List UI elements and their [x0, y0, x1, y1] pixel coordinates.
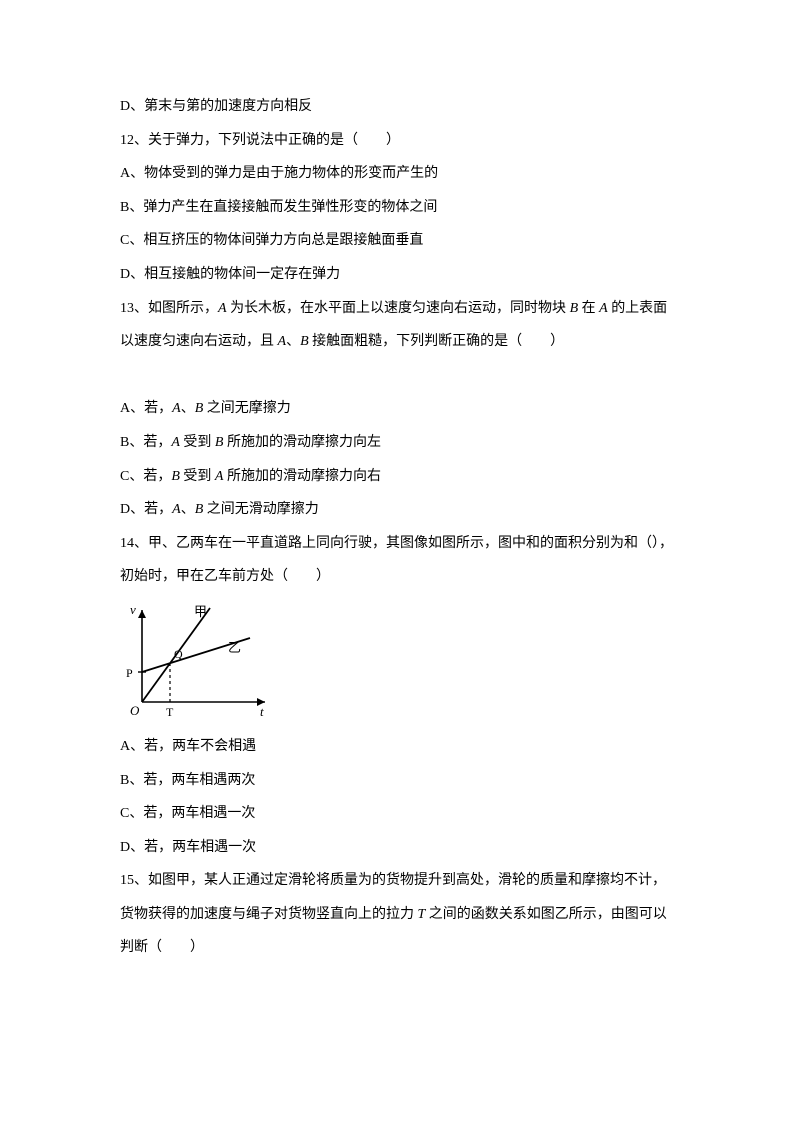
q11-option-d: D、第末与第的加速度方向相反 [120, 90, 680, 124]
q13-stem-pre: 13、如图所示， [120, 301, 218, 316]
q14-stem-line2: 初始时，甲在乙车前方处（ ） [120, 560, 680, 594]
q-label: Q [174, 647, 183, 661]
yi-label: 乙 [228, 640, 241, 655]
origin-label: O [130, 703, 140, 718]
label-b: B [195, 502, 204, 517]
exam-page: D、第末与第的加速度方向相反 12、关于弹力，下列说法中正确的是（ ） A、物体… [0, 0, 800, 1025]
q13-stem-mid3: 的上表面 [608, 301, 668, 316]
q13-c-post: 所施加的滑动摩擦力向右 [223, 469, 381, 484]
q13-stem-mid1: 为长木板，在水平面上以速度匀速向右运动，同时物块 [227, 301, 570, 316]
t-axis-label: t [260, 704, 264, 719]
q13-stem2-post: 接触面粗糙，下列判断正确的是（ ） [309, 334, 565, 349]
q13-option-a: A、若，A、B 之间无摩擦力 [120, 392, 680, 426]
q13-b-pre: B、若， [120, 435, 171, 450]
q13-stem-line2: 以速度匀速向右运动，且 A、B 接触面粗糙，下列判断正确的是（ ） [120, 325, 680, 359]
q13-a-mid: 、 [181, 401, 195, 416]
q14-stem-line1: 14、甲、乙两车在一平直道路上同向行驶，其图像如图所示，图中和的面积分别为和（）… [120, 527, 680, 561]
q13-stem-mid2: 在 [578, 301, 599, 316]
q15-stem-line3: 判断（ ） [120, 931, 680, 965]
q13-d-mid: 、 [181, 502, 195, 517]
q13-d-post: 之间无滑动摩擦力 [203, 502, 319, 517]
label-a: A [172, 401, 181, 416]
q14-option-b: B、若，两车相遇两次 [120, 764, 680, 798]
q12-option-b: B、弹力产生在直接接触而发生弹性形变的物体之间 [120, 191, 680, 225]
q13-d-pre: D、若， [120, 502, 172, 517]
q13-stem2-mid: 、 [286, 334, 300, 349]
jia-label: 甲 [194, 604, 207, 619]
label-b: B [570, 301, 579, 316]
label-a: A [599, 301, 608, 316]
label-b: B [300, 334, 309, 349]
q12-option-d: D、相互接触的物体间一定存在弹力 [120, 258, 680, 292]
q13-stem-line1: 13、如图所示，A 为长木板，在水平面上以速度匀速向右运动，同时物块 B 在 A… [120, 292, 680, 326]
q13-option-b: B、若，A 受到 B 所施加的滑动摩擦力向左 [120, 426, 680, 460]
t-tick-label: T [166, 705, 174, 719]
p-label: P [126, 666, 133, 680]
q15-stem-line2: 货物获得的加速度与绳子对货物竖直向上的拉力 T 之间的函数关系如图乙所示，由图可… [120, 898, 680, 932]
q13-c-pre: C、若， [120, 469, 171, 484]
q14-option-d: D、若，两车相遇一次 [120, 831, 680, 865]
q13-figure-placeholder [120, 359, 680, 393]
q13-a-pre: A、若， [120, 401, 172, 416]
q13-option-c: C、若，B 受到 A 所施加的滑动摩擦力向右 [120, 460, 680, 494]
q14-option-c: C、若，两车相遇一次 [120, 797, 680, 831]
q13-b-post: 所施加的滑动摩擦力向左 [223, 435, 381, 450]
q15-stem2-post: 之间的函数关系如图乙所示，由图可以 [425, 907, 667, 922]
q13-a-post: 之间无摩擦力 [203, 401, 291, 416]
q13-option-d: D、若，A、B 之间无滑动摩擦力 [120, 493, 680, 527]
q14-vt-graph: v t O T P Q 甲 乙 [120, 602, 680, 722]
label-a: A [278, 334, 287, 349]
q15-stem-line1: 15、如图甲，某人正通过定滑轮将质量为的货物提升到高处，滑轮的质量和摩擦均不计， [120, 864, 680, 898]
v-axis-label: v [130, 602, 136, 617]
q13-b-mid: 受到 [180, 435, 215, 450]
q15-stem2-pre: 货物获得的加速度与绳子对货物竖直向上的拉力 [120, 907, 418, 922]
q13-stem2-pre: 以速度匀速向右运动，且 [120, 334, 278, 349]
label-a: A [171, 435, 180, 450]
q12-option-c: C、相互挤压的物体间弹力方向总是跟接触面垂直 [120, 224, 680, 258]
label-a: A [218, 301, 227, 316]
q14-option-a: A、若，两车不会相遇 [120, 730, 680, 764]
label-a: A [172, 502, 181, 517]
q12-option-a: A、物体受到的弹力是由于施力物体的形变而产生的 [120, 157, 680, 191]
label-b: B [171, 469, 180, 484]
label-b: B [195, 401, 204, 416]
q12-stem: 12、关于弹力，下列说法中正确的是（ ） [120, 124, 680, 158]
q13-c-mid: 受到 [180, 469, 215, 484]
